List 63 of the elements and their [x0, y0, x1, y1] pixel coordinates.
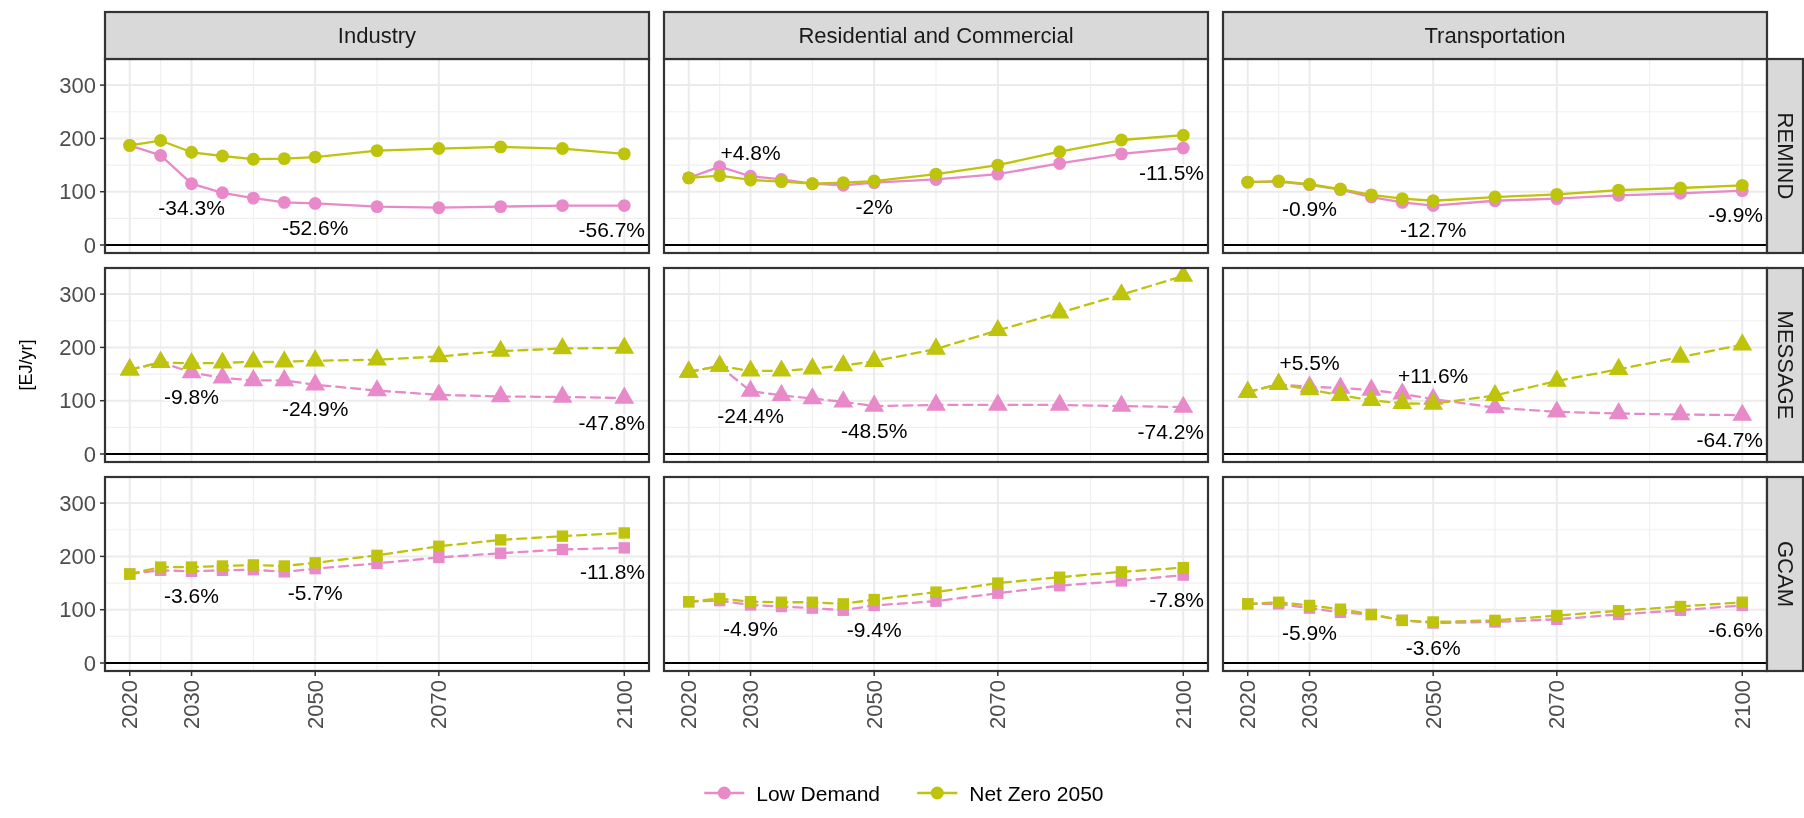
annotation: -74.2% [1137, 419, 1204, 443]
annotation: -3.6% [1405, 635, 1461, 659]
x-tick-label: 2050 [1420, 680, 1446, 729]
annotation: -6.6% [1708, 617, 1763, 641]
annotation: -34.3% [158, 196, 225, 220]
x-tick-label: 2070 [426, 680, 452, 729]
annotation: -5.7% [287, 581, 343, 605]
y-tick-label: 200 [59, 125, 96, 151]
annotation: -52.6% [281, 215, 349, 239]
annotation: -2% [855, 195, 893, 219]
annotation: -9.4% [846, 617, 902, 641]
annotation: -56.7% [578, 218, 645, 242]
x-tick-label: 2030 [738, 680, 764, 729]
annotation: -24.9% [281, 397, 349, 421]
x-tick-label: 2070 [985, 680, 1011, 729]
y-tick-label: 100 [59, 388, 96, 414]
x-tick-label: 2100 [1170, 680, 1196, 729]
x-tick-label: 2030 [1297, 680, 1323, 729]
annotation: -5.9% [1282, 620, 1337, 644]
x-tick-label: 2030 [179, 680, 205, 729]
x-tick-label: 2100 [1729, 680, 1755, 729]
y-tick-label: 100 [59, 179, 96, 205]
annotation: -12.7% [1399, 218, 1467, 242]
x-tick-label: 2070 [1544, 680, 1570, 729]
x-tick-label: 2100 [611, 680, 637, 729]
annotation: -3.6% [164, 583, 219, 607]
legend-label: Low Demand [756, 781, 880, 805]
y2-axis-title: GCAM [1773, 541, 1798, 607]
annotation: -48.5% [840, 418, 908, 442]
annotation: -11.8% [580, 560, 645, 584]
annotation: -4.9% [723, 617, 778, 641]
annotation: -24.4% [717, 403, 784, 427]
chart-title: Transportation [1424, 23, 1566, 48]
x-tick-label: 2020 [117, 680, 143, 729]
y-axis-title: [EJ/yr] [16, 339, 36, 391]
annotation: +11.6% [1398, 363, 1469, 387]
x-tick-label: 2020 [1235, 680, 1261, 729]
annotation: -0.9% [1282, 197, 1337, 221]
x-tick-label: 2050 [861, 680, 887, 729]
y-tick-label: 200 [59, 334, 96, 360]
y2-axis-title: REMIND [1773, 112, 1798, 200]
annotation: -64.7% [1696, 427, 1763, 451]
annotation: +5.5% [1279, 351, 1340, 375]
y-tick-label: 0 [83, 232, 96, 258]
annotation: -9.9% [1708, 203, 1763, 227]
legend-label: Net Zero 2050 [969, 781, 1104, 805]
y-tick-label: 300 [59, 72, 96, 98]
y-tick-label: 300 [59, 281, 96, 307]
annotation: -47.8% [578, 410, 645, 434]
chart-title: Residential and Commercial [798, 23, 1074, 48]
chart-title: Industry [337, 23, 417, 48]
y-tick-label: 200 [59, 543, 96, 569]
x-tick-label: 2050 [302, 680, 328, 729]
annotation: +4.8% [720, 140, 781, 164]
y-tick-label: 100 [59, 597, 96, 623]
annotation: -11.5% [1139, 160, 1204, 184]
y2-axis-title: MESSAGE [1773, 310, 1798, 420]
annotation: -7.8% [1149, 587, 1204, 611]
y-tick-label: 0 [83, 441, 96, 467]
annotation: -9.8% [164, 384, 219, 408]
y-tick-label: 300 [59, 490, 96, 516]
x-tick-label: 2020 [676, 680, 702, 729]
y-tick-label: 0 [83, 650, 96, 676]
